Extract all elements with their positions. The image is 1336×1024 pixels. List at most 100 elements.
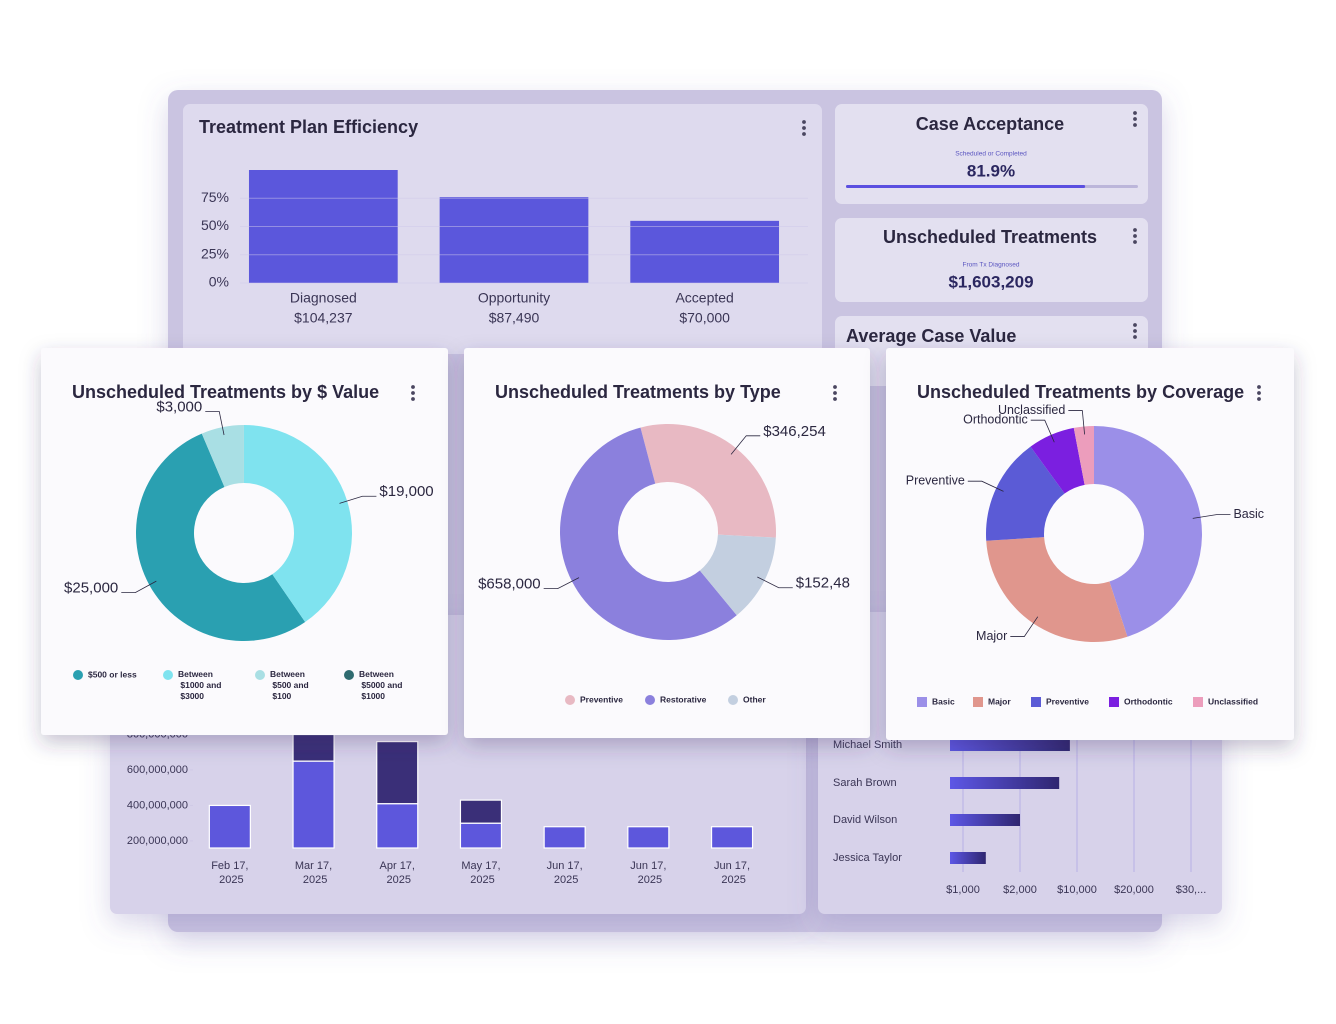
- bar: [950, 777, 1060, 789]
- legend-marker: [344, 670, 354, 680]
- x-tick-label: Apr 17, 2025: [380, 860, 415, 886]
- legend-marker: [917, 697, 927, 707]
- leader-line: [1192, 514, 1231, 519]
- data-label: $346,254: [763, 423, 826, 440]
- kpi-card: [835, 218, 1148, 302]
- background-charts: Diagnosed $104,237 Opportunity $87,490 Accep…: [127, 170, 1206, 896]
- donut-slice: [243, 425, 352, 623]
- y-tick-label: 200,000,000: [127, 835, 188, 847]
- legend-marker: [163, 670, 173, 680]
- menu-button[interactable]: [1133, 323, 1137, 339]
- coverage-card: [886, 348, 1294, 740]
- x-tick-label: $10,000: [1057, 884, 1097, 896]
- data-label: $658,000: [478, 576, 541, 593]
- menu-button[interactable]: [1133, 228, 1137, 244]
- legend-marker: [1193, 697, 1203, 707]
- menu-button[interactable]: [411, 385, 415, 401]
- bar: [439, 197, 589, 283]
- x-tick-label: Feb 17, 2025: [211, 860, 248, 886]
- x-tick-label: Opportunity: [478, 290, 550, 306]
- donut-slice: [1073, 426, 1094, 485]
- legend-label: Preventive: [1046, 696, 1089, 706]
- category-amount: $104,237: [294, 310, 353, 326]
- legend-label: Basic: [932, 696, 955, 706]
- chart-title: Unscheduled Treatments by Coverage: [917, 382, 1244, 402]
- chart-title: Unscheduled Treatments by Type: [495, 382, 781, 402]
- bar-segment: [459, 822, 503, 849]
- legend-marker: [645, 695, 655, 705]
- slice-label: Major: [976, 629, 1007, 643]
- bar: [950, 852, 986, 864]
- donut-slice: [560, 427, 737, 640]
- leader-line: [967, 480, 1004, 492]
- bar-segment: [376, 740, 419, 805]
- bar-segment: [627, 826, 670, 849]
- chart-title: Treatment Plan Efficiency: [199, 117, 418, 137]
- legend-label: Unclassified: [1208, 696, 1258, 706]
- data-label: $3,000: [156, 398, 202, 415]
- donut-slice: [986, 537, 1128, 642]
- kpi-card: [835, 104, 1148, 204]
- donut-slice: [1030, 427, 1085, 494]
- kpi-subtitle: From Tx Diagnosed: [963, 262, 1020, 269]
- y-tick-label: 400,000,000: [127, 799, 188, 811]
- kpi-subtitle: Scheduled or Completed: [955, 151, 1027, 158]
- y-tick-label: Jessica Taylor: [833, 852, 902, 864]
- legend-marker: [73, 670, 83, 680]
- x-tick-label: $2,000: [1003, 884, 1037, 896]
- category-amount: $87,490: [489, 310, 540, 326]
- leader-line: [757, 576, 793, 589]
- category-amount: $70,000: [679, 310, 730, 326]
- leader-line: [1010, 616, 1039, 637]
- chart-title: Unscheduled Treatments by $ Value: [72, 382, 379, 402]
- x-tick-label: Jun 17, 2025: [547, 860, 583, 886]
- bar-segment: [292, 760, 335, 849]
- legend-marker: [255, 670, 265, 680]
- donut-slice: [1094, 426, 1202, 637]
- data-label: $19,000: [379, 483, 433, 500]
- leader-line: [121, 580, 157, 594]
- legend-label: Between $500 and $100: [270, 669, 309, 701]
- bar: [950, 739, 1070, 751]
- legend-label: Major: [988, 696, 1011, 706]
- kpi-value: $1,603,209: [948, 272, 1033, 291]
- menu-button[interactable]: [802, 120, 806, 136]
- kpi-title: Case Acceptance: [916, 114, 1064, 134]
- x-tick-label: $1,000: [946, 884, 980, 896]
- bar-segment: [710, 826, 754, 849]
- legend-marker: [973, 697, 983, 707]
- bar-segment: [208, 804, 251, 849]
- value-card: [41, 348, 448, 735]
- menu-button[interactable]: [1133, 111, 1137, 127]
- donut-slice: [699, 534, 776, 616]
- donut-slice: [201, 425, 244, 487]
- bar-segment: [376, 803, 419, 849]
- progress-fill: [846, 185, 1086, 188]
- menu-button[interactable]: [1257, 385, 1261, 401]
- x-tick-label: May 17, 2025: [461, 860, 500, 886]
- legend-label: Preventive: [580, 694, 623, 704]
- bar-segment: [292, 733, 335, 762]
- legend-marker: [565, 695, 575, 705]
- x-tick-label: Accepted: [675, 290, 733, 306]
- y-tick-label: Michael Smith: [833, 739, 902, 751]
- data-label: $25,000: [64, 580, 118, 597]
- kpi-title: Unscheduled Treatments: [883, 227, 1097, 247]
- menu-button[interactable]: [833, 385, 837, 401]
- type-card: [464, 348, 870, 738]
- x-tick-label: Diagnosed: [290, 290, 357, 306]
- legend-label: $500 or less: [88, 669, 137, 679]
- legend-marker: [728, 695, 738, 705]
- y-tick-label: Sarah Brown: [833, 777, 897, 789]
- slice-label: Unclassified: [998, 403, 1065, 417]
- y-tick-label: David Wilson: [833, 814, 897, 826]
- donut-slice: [986, 446, 1065, 541]
- leader-line: [1030, 419, 1055, 443]
- legend-marker: [1109, 697, 1119, 707]
- bar-segment: [543, 826, 586, 849]
- leader-line: [543, 577, 580, 589]
- legend-label: Between $5000 and $1000: [359, 669, 402, 701]
